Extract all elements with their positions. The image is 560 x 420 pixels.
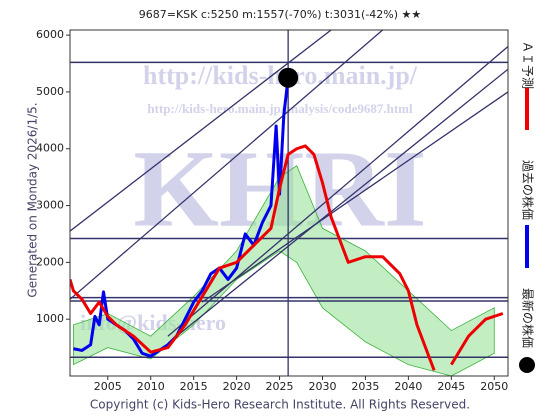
y-tick-label: 4000 [36,142,64,155]
chart-title: 9687=KSK c:5250 m:1557(-70%) t:3031(-42%… [139,8,422,21]
y-tick-label: 2000 [36,255,64,268]
legend-label: 最新の株価 [521,288,536,348]
series-line [73,77,290,358]
x-tick-label: 2020 [223,380,251,393]
trend-line [70,30,384,300]
legend-label: 過去の株価 [521,160,536,220]
trend-line [167,45,508,337]
y-tick-label: 5000 [36,85,64,98]
x-tick-label: 2015 [180,380,208,393]
trend-line [201,91,508,303]
x-tick-label: 2005 [94,380,122,393]
x-tick-label: 2050 [480,380,508,393]
plot: http://kids-hero.main.jp/http://kids-her… [70,30,508,376]
forecast-band [73,165,495,376]
plot-frame [69,29,509,377]
side-label: Generated on Monday 2026/1/5. [26,102,40,297]
watermark: http://kids-hero.main.jp/analysis/code96… [147,101,413,116]
trend-line [176,68,508,337]
legend-label: ＡＩ予測 [521,41,535,89]
y-tick-label: 3000 [36,199,64,212]
legend-swatch [519,357,535,373]
x-tick-label: 2030 [308,380,336,393]
latest-point [278,67,299,88]
y-tick-label: 1000 [36,312,64,325]
x-tick-label: 2025 [266,380,294,393]
series-line [70,144,504,371]
y-tick-label: 6000 [36,28,64,41]
x-tick-label: 2010 [137,380,165,393]
footer: Copyright (c) Kids-Hero Research Institu… [90,398,470,412]
x-tick-label: 2035 [351,380,379,393]
x-tick-label: 2040 [394,380,422,393]
x-tick-label: 2045 [437,380,465,393]
